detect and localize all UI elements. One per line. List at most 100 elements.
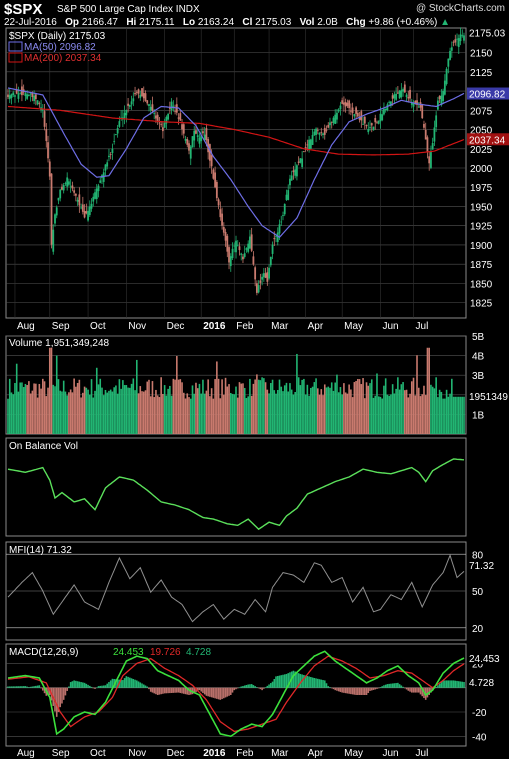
macd-hist-value-tag-box — [467, 675, 509, 688]
volume-bar — [163, 385, 166, 434]
volume-bar — [238, 382, 241, 434]
macd-histogram-bar — [374, 687, 377, 690]
macd-histogram-bar — [127, 676, 129, 688]
volume-bar — [365, 382, 368, 434]
candle-body — [219, 209, 222, 218]
candle-body — [182, 124, 185, 134]
macd-histogram-bar — [341, 687, 343, 693]
macd-histogram-bar — [454, 680, 457, 688]
candle-body — [412, 102, 415, 107]
macd-histogram-bar — [257, 687, 260, 689]
volume-tick-label: 3B — [472, 371, 485, 382]
volume-bar — [376, 373, 378, 434]
volume-bar — [292, 394, 295, 434]
candle-body — [395, 93, 398, 100]
volume-bar — [257, 379, 260, 434]
macd-legend-value: 24.453 — [113, 647, 144, 658]
macd-histogram-bar — [391, 683, 394, 688]
volume-bar — [430, 384, 432, 434]
high-label: Hi — [126, 17, 137, 28]
volume-bar — [12, 394, 15, 434]
macd-histogram-bar — [412, 687, 415, 693]
volume-bar — [386, 394, 389, 434]
volume-bar — [115, 385, 117, 434]
volume-bar — [397, 377, 399, 434]
macd-histogram-bar — [104, 685, 107, 688]
candle-body — [299, 158, 302, 163]
candle-body — [62, 184, 65, 191]
candle-body — [158, 122, 161, 124]
volume-bar — [172, 378, 175, 434]
macd-histogram-bar — [261, 687, 263, 691]
volume-bar — [174, 379, 176, 434]
volume-bar — [254, 379, 256, 434]
volume-bar — [454, 396, 457, 434]
macd-histogram-bar — [134, 679, 136, 688]
candle-body — [396, 92, 399, 94]
macd-histogram-bar — [304, 675, 307, 688]
candle-body — [313, 131, 316, 136]
macd-histogram-bar — [76, 681, 79, 688]
volume-bar — [461, 396, 464, 434]
macd-histogram-bar — [90, 686, 93, 688]
volume-bar — [104, 389, 107, 434]
candle-body — [52, 229, 55, 252]
macd-histogram-bar — [395, 683, 397, 688]
last-price-tag: 2175.03 — [469, 29, 506, 40]
macd-histogram-bar — [421, 687, 424, 697]
volume-bar — [417, 387, 420, 434]
macd-histogram-bar — [273, 679, 276, 688]
volume-bar — [15, 363, 18, 434]
volume-bar — [445, 389, 448, 434]
volume-bar — [52, 384, 55, 434]
macd-histogram-bar — [210, 687, 213, 698]
ticker-description: S&P 500 Large Cap Index INDX — [57, 4, 200, 15]
volume-bar — [330, 382, 333, 434]
macd-histogram-bar — [353, 687, 356, 695]
candle-body — [92, 196, 95, 202]
volume-bar — [459, 396, 462, 434]
volume-bar — [29, 393, 32, 434]
macd-histogram-bar — [200, 687, 202, 692]
volume-bar — [447, 396, 450, 434]
candle-body — [407, 97, 410, 99]
volume-bar — [384, 378, 387, 434]
macd-legend-signal: 19.726 — [150, 647, 181, 658]
volume-bar — [22, 387, 25, 434]
volume-bar — [19, 382, 21, 434]
candle-body — [99, 180, 102, 183]
volume-bar — [7, 398, 9, 434]
candle-body — [374, 118, 377, 123]
macd-histogram-bar — [400, 685, 403, 688]
macd-histogram-bar — [151, 687, 154, 693]
macd-histogram-bar — [111, 678, 114, 688]
candle-body — [48, 161, 51, 177]
macd-histogram-bar — [219, 687, 222, 700]
mfi-legend: MFI(14) 71.32 — [9, 545, 72, 556]
volume-bar — [334, 382, 337, 434]
macd-histogram-bar — [292, 670, 295, 688]
candle-body — [47, 142, 49, 159]
volume-bar — [264, 382, 267, 434]
x-axis-month-label: 2016 — [203, 321, 226, 332]
macd-histogram-bar — [139, 682, 142, 688]
volume-bar — [410, 381, 413, 434]
volume-bar — [398, 389, 401, 434]
macd-histogram-bar — [31, 686, 34, 688]
volume-bar — [89, 394, 91, 434]
volume-bar — [243, 387, 246, 434]
volume-bar — [278, 379, 281, 434]
candle-body — [130, 101, 133, 105]
candle-body — [203, 134, 206, 141]
macd-histogram-bar — [59, 687, 62, 708]
volume-bar — [337, 392, 340, 434]
volume-value: 2.0B — [317, 17, 338, 28]
candle-body — [349, 110, 352, 112]
volume-bar — [205, 390, 208, 434]
close-value: 2175.03 — [255, 17, 292, 28]
volume-bar — [59, 390, 62, 434]
macd-histogram-bar — [250, 684, 253, 688]
volume-bar — [391, 384, 394, 434]
candle-body — [424, 130, 427, 140]
bottom-month-label: Apr — [308, 748, 324, 759]
